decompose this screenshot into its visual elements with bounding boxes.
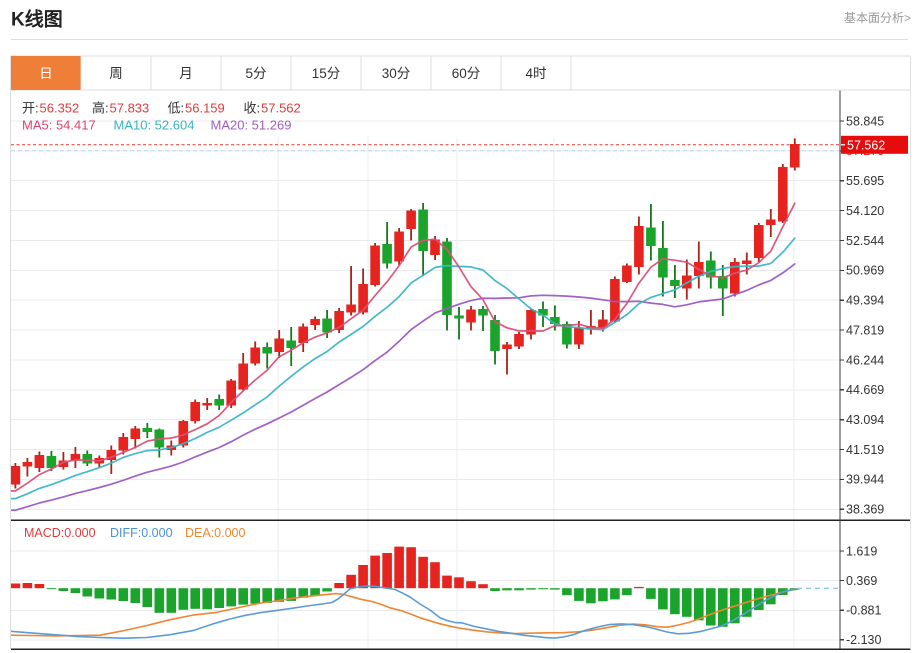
svg-text:56.159: 56.159 bbox=[185, 101, 225, 116]
svg-text:55.695: 55.695 bbox=[846, 174, 884, 188]
svg-text:57.562: 57.562 bbox=[847, 138, 885, 152]
svg-text:高:: 高: bbox=[92, 101, 109, 116]
svg-text:4时: 4时 bbox=[525, 66, 546, 81]
svg-text:50.969: 50.969 bbox=[846, 264, 884, 278]
svg-text:15分: 15分 bbox=[312, 66, 341, 81]
svg-text:56.352: 56.352 bbox=[40, 101, 80, 116]
svg-text:38.369: 38.369 bbox=[846, 503, 884, 517]
svg-text:周: 周 bbox=[109, 66, 123, 81]
svg-text:MA5: 54.417: MA5: 54.417 bbox=[22, 118, 96, 133]
svg-text:1.619: 1.619 bbox=[846, 544, 877, 558]
svg-text:52.544: 52.544 bbox=[846, 234, 884, 248]
svg-text:57.833: 57.833 bbox=[110, 101, 150, 116]
svg-text:43.094: 43.094 bbox=[846, 413, 884, 427]
svg-text:低:: 低: bbox=[168, 101, 185, 116]
svg-text:39.944: 39.944 bbox=[846, 473, 884, 487]
svg-text:-0.881: -0.881 bbox=[846, 604, 881, 618]
svg-text:DEA:0.000: DEA:0.000 bbox=[185, 526, 246, 540]
svg-text:MA20: 51.269: MA20: 51.269 bbox=[211, 118, 292, 133]
svg-text:41.519: 41.519 bbox=[846, 443, 884, 457]
svg-text:MA10: 52.604: MA10: 52.604 bbox=[114, 118, 195, 133]
svg-text:月: 月 bbox=[179, 66, 193, 81]
svg-text:30分: 30分 bbox=[382, 66, 411, 81]
svg-text:MACD:0.000: MACD:0.000 bbox=[24, 526, 96, 540]
svg-text:5分: 5分 bbox=[245, 66, 266, 81]
svg-text:0.369: 0.369 bbox=[846, 574, 877, 588]
svg-text:收:: 收: bbox=[244, 101, 261, 116]
svg-text:47.819: 47.819 bbox=[846, 323, 884, 337]
svg-text:日: 日 bbox=[39, 66, 53, 81]
svg-text:-2.130: -2.130 bbox=[846, 633, 881, 647]
svg-text:58.845: 58.845 bbox=[846, 114, 884, 128]
svg-text:开:: 开: bbox=[22, 101, 39, 116]
svg-text:44.669: 44.669 bbox=[846, 383, 884, 397]
svg-text:DIFF:0.000: DIFF:0.000 bbox=[110, 526, 173, 540]
svg-text:46.244: 46.244 bbox=[846, 353, 884, 367]
svg-text:54.120: 54.120 bbox=[846, 204, 884, 218]
svg-text:基本面分析>: 基本面分析> bbox=[844, 11, 911, 25]
svg-text:57.562: 57.562 bbox=[261, 101, 301, 116]
svg-text:49.394: 49.394 bbox=[846, 294, 884, 308]
svg-text:K线图: K线图 bbox=[11, 8, 63, 31]
svg-text:60分: 60分 bbox=[452, 66, 481, 81]
